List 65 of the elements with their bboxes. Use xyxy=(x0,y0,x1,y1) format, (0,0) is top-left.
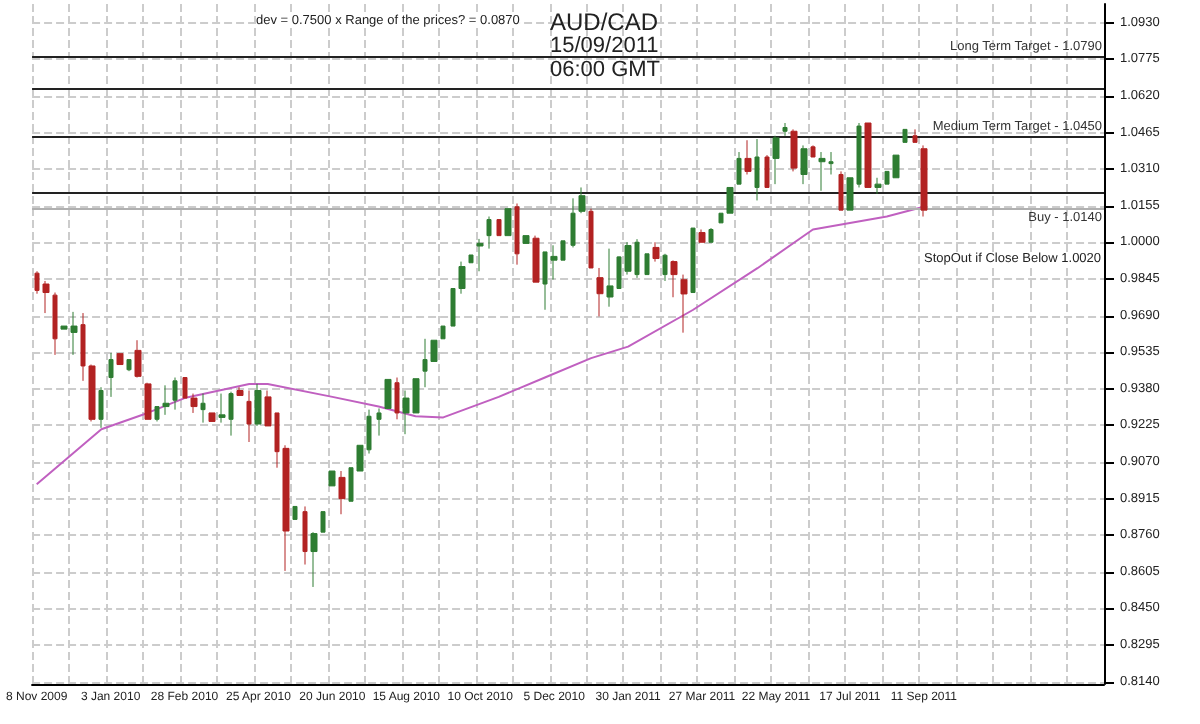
candlestick xyxy=(708,227,714,243)
candlestick xyxy=(754,138,760,201)
candlestick xyxy=(172,377,178,411)
candlestick xyxy=(532,235,540,283)
candlestick xyxy=(736,151,742,185)
candlestick xyxy=(208,412,216,422)
candlestick xyxy=(690,227,696,294)
candlestick xyxy=(496,219,502,237)
candlestick xyxy=(698,228,706,243)
candlestick xyxy=(652,241,660,263)
candlestick xyxy=(838,170,844,211)
candlestick xyxy=(504,208,512,237)
candlestick xyxy=(200,393,206,424)
candlestick xyxy=(116,352,124,366)
candlestick xyxy=(320,511,326,533)
candlestick xyxy=(98,386,104,429)
candlestick xyxy=(522,235,530,244)
chart-title: AUD/CAD xyxy=(550,8,659,36)
candlestick xyxy=(292,505,298,520)
candlestick xyxy=(108,352,114,398)
candlestick xyxy=(570,197,576,248)
candlestick xyxy=(310,531,318,588)
candlestick xyxy=(912,128,918,143)
candlestick xyxy=(236,386,244,396)
candlestick xyxy=(338,470,346,515)
candlestick xyxy=(874,177,882,195)
candlestick xyxy=(514,203,520,266)
candlestick xyxy=(790,128,798,172)
candlestick xyxy=(126,359,132,372)
candlestick xyxy=(394,377,400,420)
candlestick xyxy=(162,384,170,416)
candlestick xyxy=(810,144,816,158)
candlestick xyxy=(782,122,788,137)
candlestick xyxy=(328,470,336,487)
candlestick xyxy=(644,253,650,276)
candlestick xyxy=(764,154,770,188)
line-series xyxy=(35,205,925,486)
candlestick xyxy=(818,151,826,192)
candlestick xyxy=(744,139,752,175)
candlestick xyxy=(588,208,594,269)
candlestick xyxy=(596,267,604,317)
candlestick xyxy=(772,135,780,185)
candlestick xyxy=(680,274,688,334)
candlestick xyxy=(486,216,492,250)
candlestick xyxy=(52,292,58,356)
candlestick xyxy=(476,238,484,272)
candlestick xyxy=(246,390,252,443)
candlestick xyxy=(384,378,392,409)
candlestick xyxy=(892,154,900,179)
candlestick xyxy=(864,122,872,188)
candlestick xyxy=(376,407,382,437)
candlestick xyxy=(468,254,474,264)
candlestick xyxy=(662,253,668,282)
candlestick xyxy=(606,248,614,308)
candlestick xyxy=(800,144,808,185)
candlestick xyxy=(902,128,908,143)
candlestick xyxy=(440,325,446,340)
candlestick xyxy=(920,144,928,217)
candlestick xyxy=(134,339,142,379)
candlestick xyxy=(578,186,586,214)
candlestick xyxy=(144,382,152,420)
candlestick xyxy=(254,383,262,427)
candlestick xyxy=(302,505,308,566)
text: 15/09/2011 06:00 GMT xyxy=(550,34,661,82)
candlestick xyxy=(670,259,678,298)
